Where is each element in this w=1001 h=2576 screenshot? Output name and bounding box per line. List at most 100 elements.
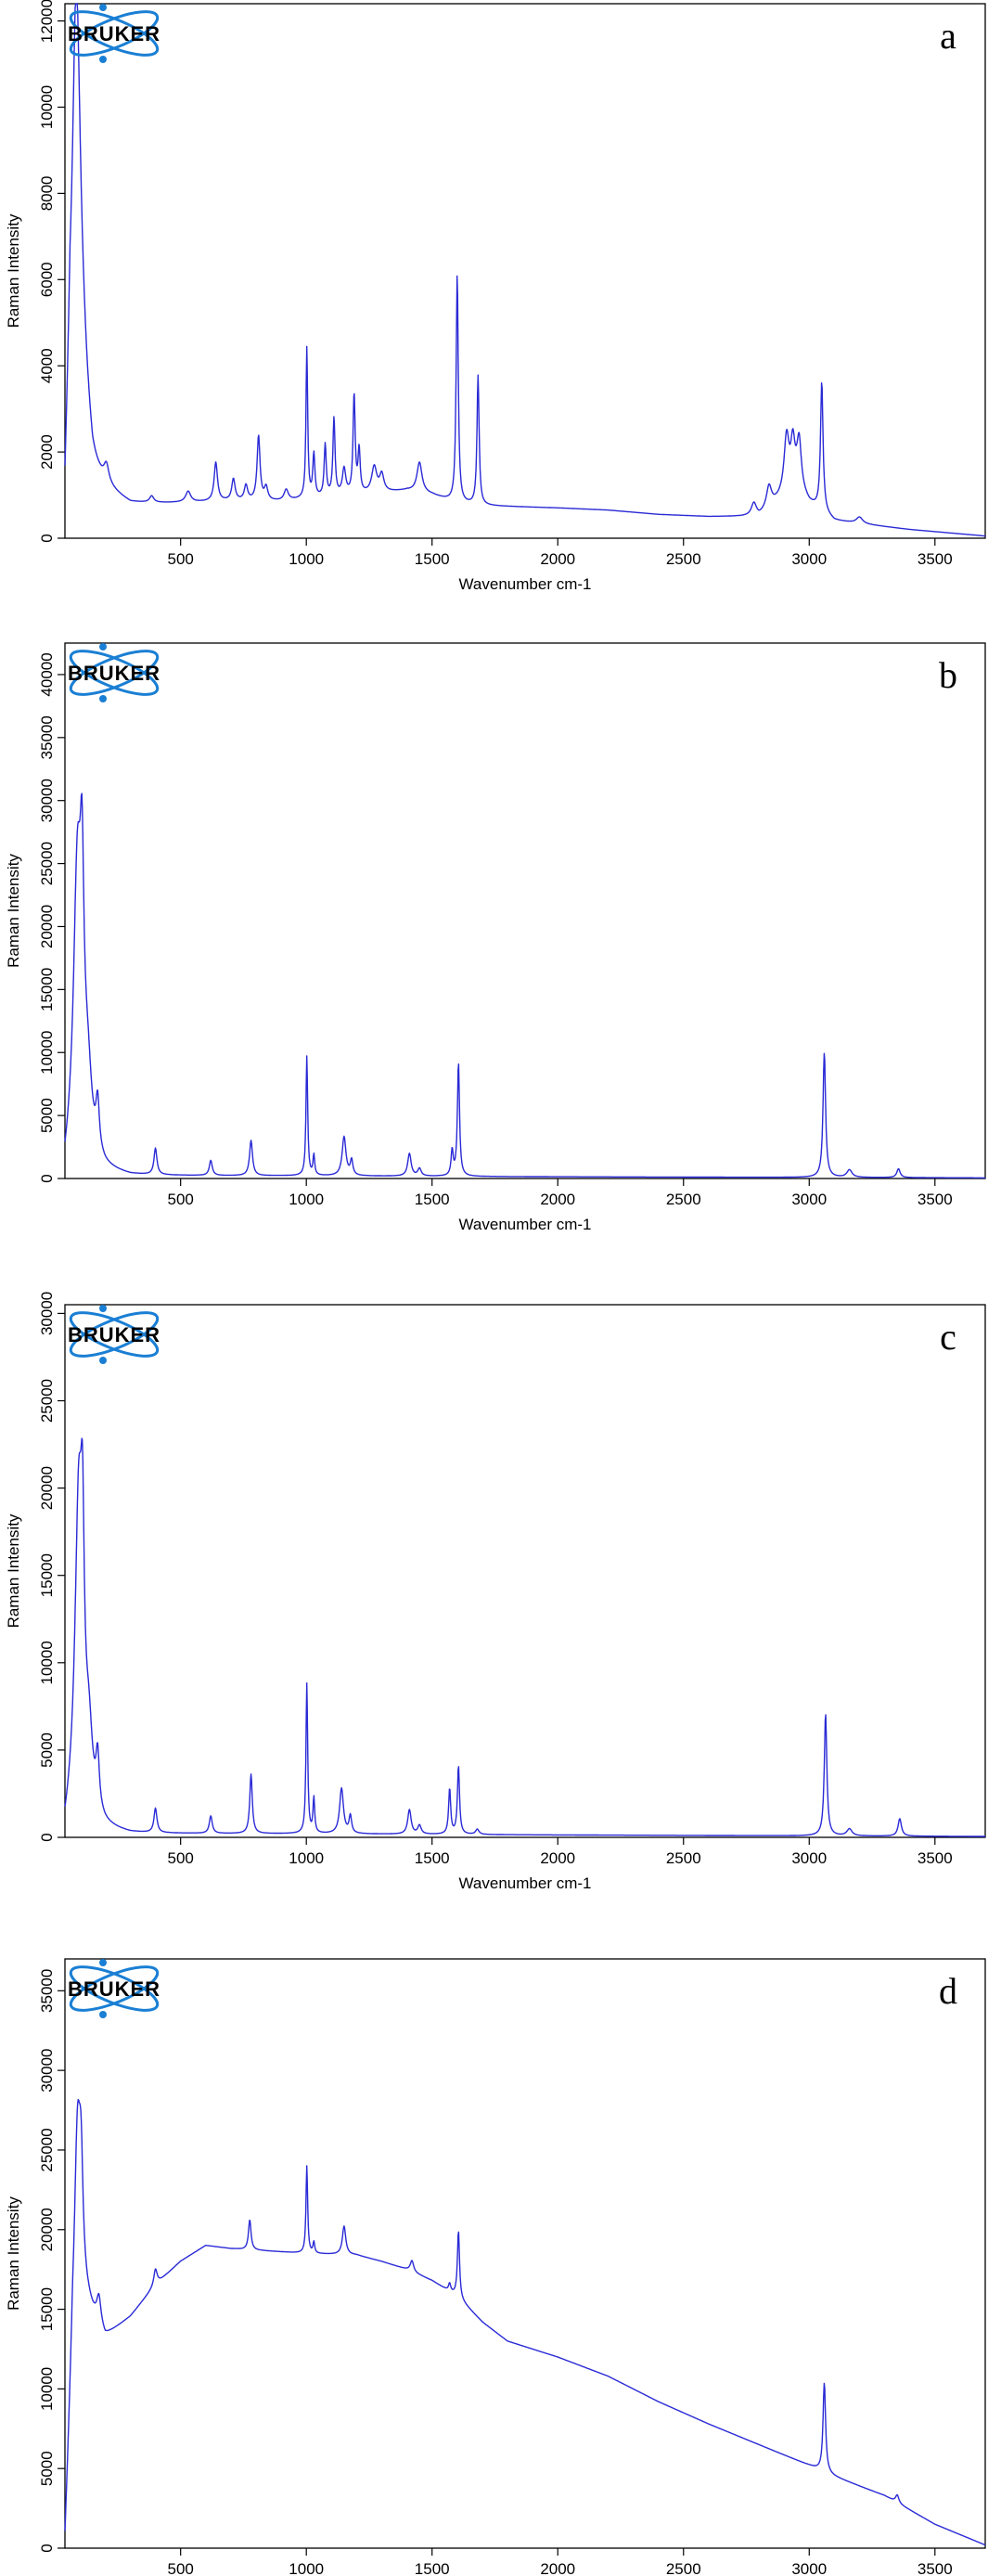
y-axis-title: Raman Intensity [5, 854, 22, 968]
y-tick-label: 0 [38, 1833, 56, 1841]
y-tick-label: 4000 [38, 348, 56, 383]
y-tick-label: 25000 [38, 842, 56, 885]
logo-dot [99, 1959, 107, 1966]
x-tick-label: 2000 [540, 2560, 575, 2576]
x-tick-label: 500 [167, 2560, 193, 2576]
plot-frame [64, 3, 986, 539]
logo-dot [99, 56, 107, 63]
plot-frame [64, 1304, 986, 1838]
x-tick-label: 2500 [666, 550, 701, 568]
y-tick-label: 15000 [38, 968, 56, 1011]
x-tick-label: 3500 [918, 1191, 953, 1208]
x-tick-label: 2500 [666, 1191, 701, 1208]
plot-frame [64, 642, 986, 1179]
y-tick-label: 20000 [38, 2208, 56, 2251]
x-tick-label: 2500 [666, 2560, 701, 2576]
logo-dot [99, 4, 107, 11]
x-tick-label: 2000 [540, 1191, 575, 1208]
x-tick-label: 1000 [289, 1849, 324, 1867]
logo-dot [99, 1357, 107, 1364]
y-tick-label: 15000 [38, 2287, 56, 2331]
y-tick-label: 15000 [38, 1553, 56, 1597]
x-tick-label: 1500 [415, 1849, 450, 1867]
y-tick-label: 6000 [38, 262, 56, 297]
y-tick-label: 30000 [38, 1292, 56, 1335]
x-axis-title: Wavenumber cm-1 [459, 575, 592, 593]
logo-orbit [69, 1965, 160, 2012]
x-tick-label: 1000 [289, 550, 324, 568]
spectrum-line [64, 2098, 986, 2546]
x-tick-label: 500 [167, 1849, 193, 1867]
logo-dot [99, 1305, 107, 1312]
bruker-logo: BRUKER [68, 643, 160, 702]
y-tick-label: 0 [38, 2544, 56, 2552]
y-tick-label: 35000 [38, 1969, 56, 2013]
x-tick-label: 1500 [415, 1191, 450, 1208]
x-tick-label: 3000 [791, 550, 827, 568]
x-tick-label: 3500 [918, 1849, 953, 1867]
y-tick-label: 40000 [38, 652, 56, 696]
x-tick-label: 3000 [791, 2560, 827, 2576]
y-tick-label: 5000 [38, 2451, 56, 2486]
y-tick-label: 12000 [38, 0, 56, 43]
y-tick-label: 30000 [38, 2048, 56, 2092]
y-tick-label: 5000 [38, 1098, 56, 1133]
panel-letter: a [940, 15, 956, 57]
y-tick-label: 0 [38, 1174, 56, 1182]
spectrum-line [64, 3, 986, 537]
spectrum-line [64, 1437, 986, 1837]
x-tick-label: 2000 [540, 1849, 575, 1867]
y-tick-label: 25000 [38, 1379, 56, 1423]
y-axis-title: Raman Intensity [5, 1513, 22, 1628]
y-tick-label: 20000 [38, 1466, 56, 1510]
x-axis-title: Wavenumber cm-1 [459, 1874, 592, 1892]
panel-c: 500 1000 1500 2000 2500 3000 3500 0 5000 10000 150… [5, 1292, 986, 1892]
logo-text: BRUKER [68, 22, 160, 45]
logo-orbit [69, 1311, 160, 1358]
logo-orbit [69, 1965, 160, 2012]
bruker-logo: BRUKER [68, 4, 160, 63]
y-tick-label: 10000 [38, 85, 56, 129]
panel-letter: c [940, 1316, 956, 1358]
y-tick-label: 30000 [38, 779, 56, 822]
y-tick-label: 20000 [38, 905, 56, 948]
plot-frame [64, 1958, 986, 2549]
x-tick-label: 1000 [289, 1191, 324, 1208]
panel-a: 500 1000 1500 2000 2500 3000 3500 0 2000 4000 6000… [5, 0, 986, 593]
panel-letter: b [939, 654, 957, 696]
logo-orbit [69, 650, 160, 696]
x-tick-label: 1000 [289, 2560, 324, 2576]
logo-orbit [69, 10, 160, 57]
x-tick-label: 3000 [791, 1191, 827, 1208]
x-axis-title: Wavenumber cm-1 [459, 1216, 592, 1233]
y-tick-label: 2000 [38, 434, 56, 470]
y-tick-label: 8000 [38, 175, 56, 211]
bruker-logo: BRUKER [68, 1959, 160, 2018]
y-axis-title: Raman Intensity [5, 2196, 22, 2311]
y-axis-title: Raman Intensity [5, 213, 22, 328]
x-tick-label: 500 [167, 1191, 193, 1208]
y-tick-label: 10000 [38, 1641, 56, 1684]
y-tick-label: 10000 [38, 1031, 56, 1075]
logo-text: BRUKER [68, 1323, 160, 1346]
x-tick-label: 3500 [918, 2560, 953, 2576]
x-tick-label: 1500 [415, 550, 450, 568]
logo-dot [99, 2011, 107, 2018]
logo-orbit [69, 1311, 160, 1358]
y-tick-label: 0 [38, 534, 56, 542]
logo-orbit [69, 10, 160, 57]
y-tick-label: 10000 [38, 2367, 56, 2411]
logo-dot [99, 643, 107, 650]
panel-b: 500 1000 1500 2000 2500 3000 35000500010000150… [5, 642, 986, 1233]
x-tick-label: 3500 [918, 550, 953, 568]
spectrum-line [64, 792, 986, 1179]
x-tick-label: 2000 [540, 550, 575, 568]
logo-orbit [69, 650, 160, 696]
panel-d: 500 1000 1500 2000 2500 3000 35000500010000150… [5, 1958, 986, 2576]
bruker-logo: BRUKER [68, 1305, 160, 1364]
y-tick-label: 5000 [38, 1732, 56, 1768]
y-tick-label: 25000 [38, 2128, 56, 2171]
y-tick-label: 35000 [38, 715, 56, 759]
panel-letter: d [939, 1970, 957, 2012]
